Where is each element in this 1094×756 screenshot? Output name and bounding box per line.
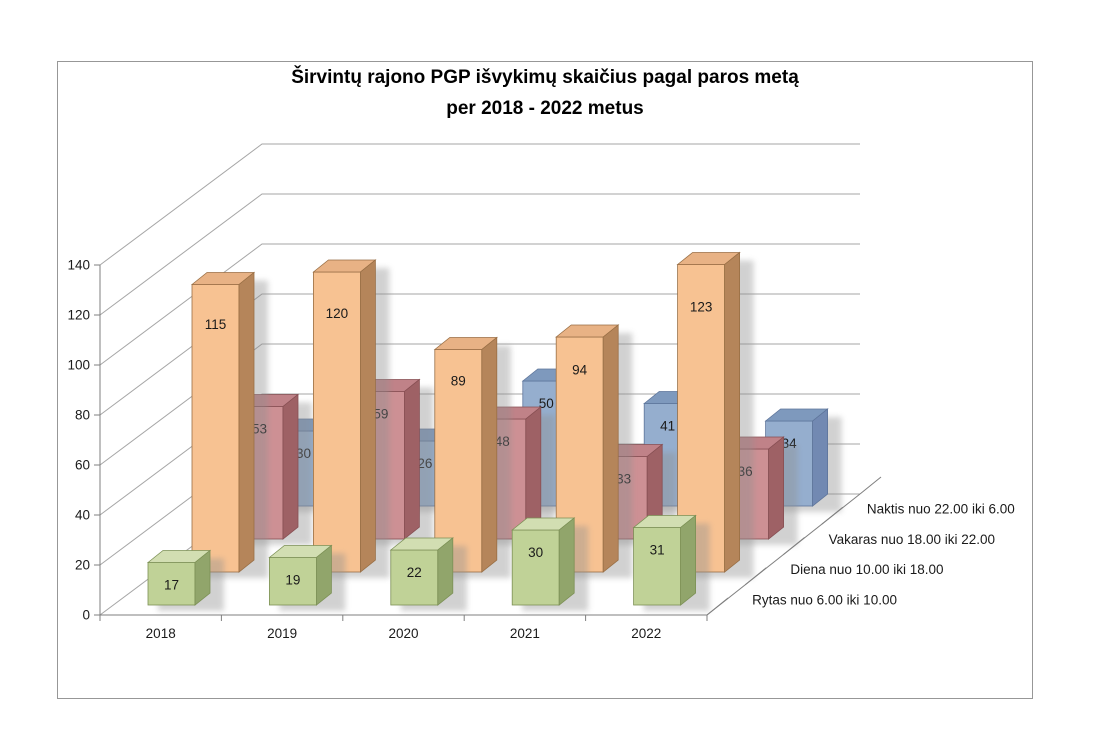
series-axis-tick xyxy=(744,567,767,586)
bar-side-face xyxy=(481,336,498,573)
bar-value-label: 120 xyxy=(326,306,349,321)
series-axis-label: Rytas nuo 6.00 iki 10.00 xyxy=(752,592,897,607)
bar-value-label: 94 xyxy=(572,363,588,378)
bar-2019-series0 xyxy=(268,557,317,606)
y-axis-tick-label: 60 xyxy=(75,458,90,473)
bar-value-label: 22 xyxy=(407,565,422,580)
bar-side-face xyxy=(724,251,740,573)
bar-2021-series0 xyxy=(511,529,560,606)
gridline xyxy=(99,243,860,366)
chart-title-line1: Širvintų rajono PGP išvykimų skaičius pa… xyxy=(291,67,799,88)
y-axis-tick-label: 80 xyxy=(75,408,90,423)
x-axis-category-label: 2022 xyxy=(631,626,661,641)
bar-side-face xyxy=(812,408,828,507)
bar-value-label: 89 xyxy=(451,373,466,388)
bar-2022-series0 xyxy=(633,527,681,606)
bar-value-label: 17 xyxy=(164,578,179,593)
bar-side-face xyxy=(194,549,211,606)
y-axis-tick-label: 140 xyxy=(67,258,90,273)
bar-value-label: 41 xyxy=(660,419,675,434)
series-axis-tick xyxy=(706,597,729,616)
bar-value-label: 115 xyxy=(205,317,227,332)
y-axis-tick-label: 0 xyxy=(82,608,90,623)
bar-side-face xyxy=(437,537,454,606)
bar-side-face xyxy=(360,259,376,573)
series-axis-tick xyxy=(821,506,844,525)
bar-value-label: 30 xyxy=(528,545,543,560)
x-axis-category-label: 2021 xyxy=(510,626,540,641)
bar-value-label: 19 xyxy=(285,573,300,588)
bar-side-face xyxy=(316,544,332,606)
series-axis-label: Naktis nuo 22.00 iki 6.00 xyxy=(867,502,1015,517)
series-axis-label: Diena nuo 10.00 iki 18.00 xyxy=(790,562,943,577)
bar-side-face xyxy=(238,271,255,573)
x-axis-category-label: 2019 xyxy=(267,626,297,641)
bar-side-face xyxy=(680,514,696,606)
gridline xyxy=(99,143,860,266)
y-axis-tick-label: 20 xyxy=(75,558,90,573)
series-axis-tick xyxy=(783,537,805,555)
x-axis-category-label: 2020 xyxy=(388,626,418,641)
bar-2020-series0 xyxy=(390,549,439,606)
series-axis-label: Vakaras nuo 18.00 iki 22.00 xyxy=(829,532,995,547)
y-axis-tick-label: 120 xyxy=(67,308,90,323)
y-axis-tick-label: 40 xyxy=(75,508,90,523)
bar-side-face xyxy=(404,378,420,540)
bar-2018-series0 xyxy=(147,562,196,606)
bar-side-face xyxy=(282,393,299,540)
gridline xyxy=(99,193,860,316)
bar-value-label: 123 xyxy=(690,299,713,314)
series-axis-tick xyxy=(859,476,882,495)
bar-side-face xyxy=(602,324,619,573)
x-axis-category-label: 2018 xyxy=(146,626,176,641)
bar-value-label: 31 xyxy=(650,543,665,558)
bar-2019-series1 xyxy=(312,271,361,573)
bar-side-face xyxy=(558,517,575,606)
chart-title-line2: per 2018 - 2022 metus xyxy=(446,98,644,119)
bar-value-label: 50 xyxy=(539,396,554,411)
y-axis-tick-label: 100 xyxy=(67,358,90,373)
bar-side-face xyxy=(768,436,784,540)
